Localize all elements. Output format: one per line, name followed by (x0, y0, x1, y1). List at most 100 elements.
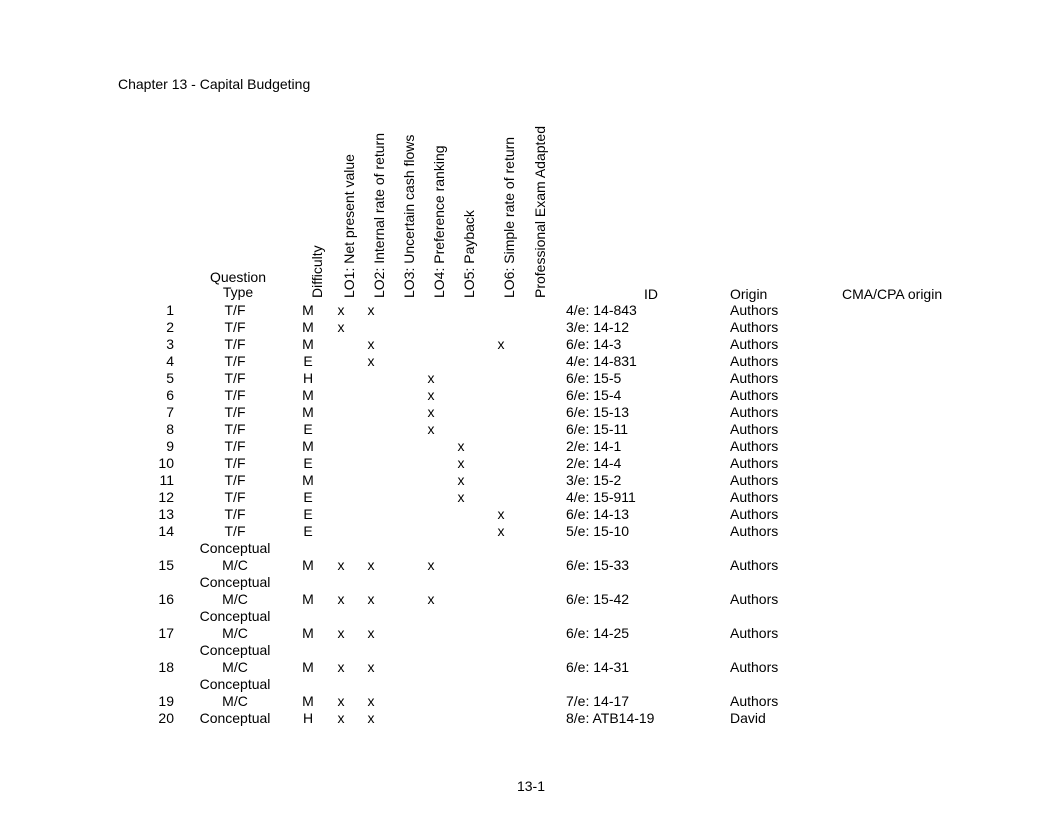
cell-diff: M (298, 693, 318, 709)
cell-lo4: x (424, 557, 438, 573)
qtype-line2: Type (223, 284, 253, 300)
cell-diff: E (298, 489, 318, 505)
cell-origin: Authors (730, 693, 830, 709)
cell-diff: M (298, 591, 318, 607)
cell-num: 8 (148, 421, 174, 437)
col-head-id: ID (566, 286, 736, 302)
cell-diff: M (298, 302, 318, 318)
cell-origin: Authors (730, 319, 830, 335)
cell-origin: Authors (730, 336, 830, 352)
cell-type: M/C (180, 659, 290, 675)
cell-type: T/F (180, 455, 290, 471)
cell-lo1: x (334, 302, 348, 318)
cell-lo2: x (364, 557, 378, 573)
cell-num: 20 (148, 710, 174, 726)
cell-origin: Authors (730, 370, 830, 386)
cell-type: T/F (180, 319, 290, 335)
cell-diff: E (298, 523, 318, 539)
cell-diff: M (298, 625, 318, 641)
cell-type: T/F (180, 404, 290, 420)
cell-diff: H (298, 710, 318, 726)
col-head-lo2: LO2: Internal rate of return (371, 133, 387, 298)
cell-id: 3/e: 14-12 (566, 319, 736, 335)
cell-type: M/C (180, 693, 290, 709)
cell-lo5: x (454, 489, 468, 505)
cell-lo6: x (494, 506, 508, 522)
cell-id: 6/e: 14-25 (566, 625, 736, 641)
cell-num: 10 (148, 455, 174, 471)
cell-type: T/F (180, 336, 290, 352)
cell-id: 6/e: 15-42 (566, 591, 736, 607)
col-head-lo1: LO1: Net present value (341, 154, 357, 298)
cell-num: 5 (148, 370, 174, 386)
cell-origin: Authors (730, 387, 830, 403)
cell-num: 13 (148, 506, 174, 522)
cell-id: 2/e: 14-1 (566, 438, 736, 454)
cell-type: T/F (180, 438, 290, 454)
cell-lo5: x (454, 438, 468, 454)
cell-id: 6/e: 15-4 (566, 387, 736, 403)
cell-num: 4 (148, 353, 174, 369)
cell-origin: Authors (730, 506, 830, 522)
cell-num: 11 (148, 472, 174, 488)
cell-lo1: x (334, 659, 348, 675)
cell-origin: Authors (730, 625, 830, 641)
cell-id: 7/e: 14-17 (566, 693, 736, 709)
cell-diff: M (298, 472, 318, 488)
cell-id: 3/e: 15-2 (566, 472, 736, 488)
cell-diff: M (298, 387, 318, 403)
cell-lo6: x (494, 336, 508, 352)
cell-type: Conceptual (180, 710, 290, 726)
cell-num: 18 (148, 659, 174, 675)
cell-lo4: x (424, 404, 438, 420)
cell-num: 7 (148, 404, 174, 420)
cell-lo1: x (334, 693, 348, 709)
col-head-pea: Professional Exam Adapted (532, 126, 548, 298)
cell-origin: Authors (730, 659, 830, 675)
col-head-lo3: LO3: Uncertain cash flows (401, 135, 417, 298)
qtype-line1: Question (210, 269, 266, 285)
cell-lo2: x (364, 625, 378, 641)
cell-type-top: Conceptual (180, 608, 290, 624)
col-head-cma: CMA/CPA origin (842, 286, 942, 302)
cell-id: 6/e: 15-33 (566, 557, 736, 573)
cell-num: 12 (148, 489, 174, 505)
cell-origin: Authors (730, 404, 830, 420)
cell-id: 6/e: 15-11 (566, 421, 736, 437)
cell-diff: E (298, 506, 318, 522)
cell-id: 6/e: 14-31 (566, 659, 736, 675)
col-head-difficulty: Difficulty (309, 245, 325, 298)
cell-lo5: x (454, 472, 468, 488)
cell-diff: E (298, 353, 318, 369)
cell-lo2: x (364, 336, 378, 352)
cell-id: 6/e: 15-5 (566, 370, 736, 386)
cell-lo2: x (364, 302, 378, 318)
cell-num: 14 (148, 523, 174, 539)
col-head-lo6: LO6: Simple rate of return (501, 137, 517, 298)
cell-lo2: x (364, 591, 378, 607)
cell-num: 9 (148, 438, 174, 454)
cell-lo2: x (364, 693, 378, 709)
cell-num: 1 (148, 302, 174, 318)
cell-lo4: x (424, 370, 438, 386)
page-number: 13-1 (0, 778, 1062, 794)
cell-lo2: x (364, 353, 378, 369)
cell-diff: M (298, 404, 318, 420)
cell-num: 17 (148, 625, 174, 641)
cell-diff: M (298, 319, 318, 335)
cell-id: 4/e: 15-911 (566, 489, 736, 505)
cell-type: T/F (180, 472, 290, 488)
cell-id: 6/e: 15-13 (566, 404, 736, 420)
cell-id: 4/e: 14-843 (566, 302, 736, 318)
cell-diff: M (298, 659, 318, 675)
cell-lo2: x (364, 659, 378, 675)
cell-type-top: Conceptual (180, 574, 290, 590)
cell-origin: Authors (730, 472, 830, 488)
col-head-origin: Origin (730, 286, 767, 302)
cell-type: T/F (180, 387, 290, 403)
cell-lo1: x (334, 591, 348, 607)
cell-num: 6 (148, 387, 174, 403)
cell-origin: Authors (730, 489, 830, 505)
cell-origin: Authors (730, 353, 830, 369)
cell-num: 3 (148, 336, 174, 352)
